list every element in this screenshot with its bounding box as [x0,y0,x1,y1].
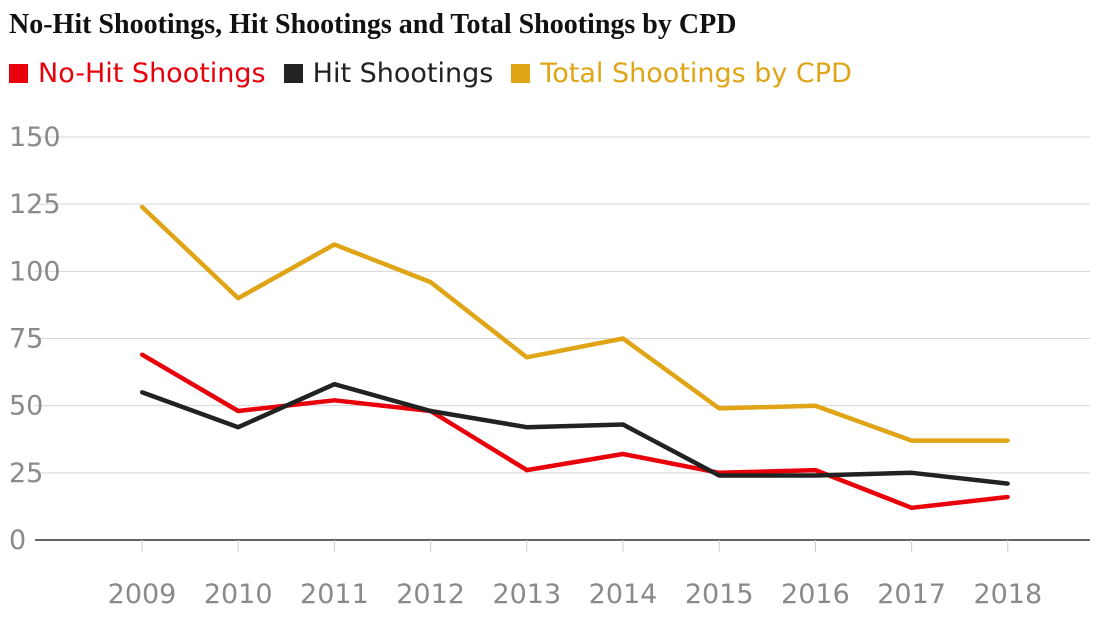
y-tick-label: 0 [9,525,26,556]
x-tick-label: 2009 [108,579,177,610]
data-point-total-shootings-by-cpd [813,403,818,408]
legend-swatch-no-hit [9,64,28,83]
series-line-hit-shootings [141,381,1009,486]
chart-title: No-Hit Shootings, Hit Shootings and Tota… [9,9,737,40]
data-point-hit-shootings [813,473,818,478]
x-tick-label: 2010 [204,579,273,610]
x-tick-label: 2013 [492,579,561,610]
series-lines [140,204,1010,511]
y-tick-label: 25 [9,458,43,489]
legend-label-hit: Hit Shootings [312,58,494,89]
data-point-hit-shootings [717,473,722,478]
y-tick-label: 75 [9,324,43,355]
data-point-hit-shootings [332,382,337,387]
legend-label-total: Total Shootings by CPD [540,58,852,89]
x-tick-label: 2011 [300,579,369,610]
data-point-hit-shootings [428,409,433,414]
legend: No-Hit Shootings Hit Shootings Total Sho… [9,58,870,89]
data-point-hit-shootings [236,425,241,430]
legend-item-no-hit: No-Hit Shootings [9,58,266,89]
data-point-total-shootings-by-cpd [140,204,144,209]
data-point-total-shootings-by-cpd [524,355,529,360]
data-point-total-shootings-by-cpd [236,296,241,301]
y-axis-ticks: 0 25 50 75 100 125 150 [9,122,61,556]
data-point-total-shootings-by-cpd [909,438,914,443]
data-point-hit-shootings [621,422,625,427]
legend-label-no-hit: No-Hit Shootings [38,58,266,89]
x-tick-label: 2018 [973,579,1042,610]
y-tick-label: 50 [9,391,43,422]
legend-swatch-hit [283,64,303,83]
data-point-no-hit-shootings [1005,495,1010,500]
x-tick-label: 2015 [685,579,754,610]
data-point-no-hit-shootings [332,398,337,403]
series-line-total-shootings-by-cpd [140,205,1008,443]
grid-lines [35,136,1090,541]
data-point-no-hit-shootings [236,409,241,414]
data-point-no-hit-shootings [909,505,914,510]
series-line-no-hit-shootings [140,352,1009,511]
x-tick-label: 2017 [877,579,946,610]
data-point-total-shootings-by-cpd [621,336,625,341]
data-point-total-shootings-by-cpd [428,280,433,285]
data-point-hit-shootings [140,390,144,395]
data-point-total-shootings-by-cpd [717,406,722,411]
data-point-total-shootings-by-cpd [332,242,337,247]
x-axis-ticks: 2009 2010 2011 2012 2013 2014 2015 2016 2017 2018 [108,540,1042,610]
x-tick-label: 2014 [589,579,658,610]
data-point-no-hit-shootings [621,452,625,457]
legend-item-hit: Hit Shootings [283,58,494,89]
x-tick-label: 2016 [781,579,850,610]
y-tick-label: 125 [9,189,61,220]
data-point-hit-shootings [524,425,529,430]
legend-swatch-total [511,64,531,83]
data-point-hit-shootings [1005,481,1010,486]
y-tick-label: 150 [9,122,61,153]
x-tick-label: 2012 [396,579,465,610]
y-tick-label: 100 [9,256,61,287]
data-point-no-hit-shootings [813,468,818,473]
data-point-hit-shootings [909,470,914,475]
data-point-no-hit-shootings [524,468,529,473]
legend-item-total: Total Shootings by CPD [511,58,852,89]
data-point-no-hit-shootings [140,352,144,357]
data-point-total-shootings-by-cpd [1005,438,1010,443]
